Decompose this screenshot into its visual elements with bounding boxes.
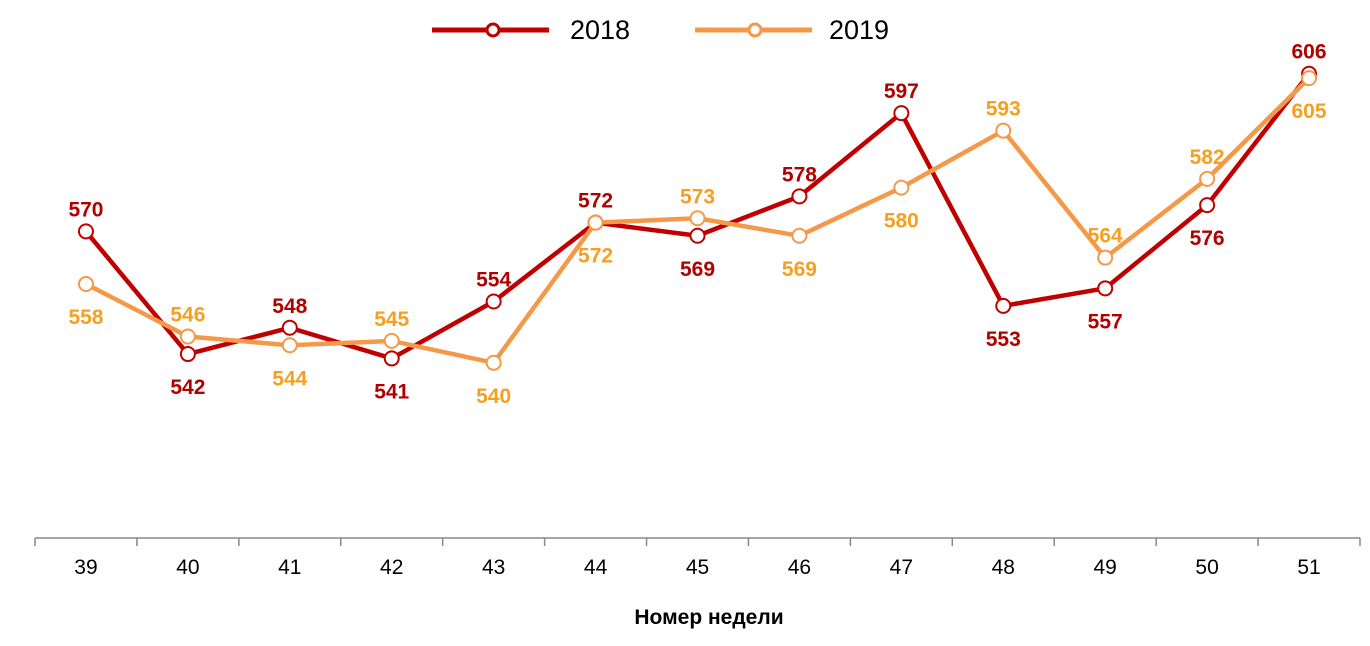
- data-point-2019: [1199, 170, 1216, 187]
- data-point-2018: [1199, 197, 1216, 214]
- data-label-2019: 569: [782, 258, 817, 281]
- x-tick-label: 45: [686, 556, 709, 579]
- series-group: 5705425485415545725695785975535575766065…: [68, 41, 1326, 408]
- data-point-2019: [485, 354, 502, 371]
- data-label-2018: 570: [68, 198, 103, 221]
- data-point-2019: [281, 337, 298, 354]
- data-point-2018: [77, 223, 94, 240]
- data-point-2019: [689, 210, 706, 227]
- data-label-2018: 578: [782, 163, 817, 186]
- data-label-2018: 569: [680, 258, 715, 281]
- data-label-2019: 558: [68, 306, 103, 329]
- data-label-2019: 572: [578, 245, 613, 268]
- legend-marker-2019: [747, 22, 763, 38]
- data-label-2019: 582: [1190, 146, 1225, 169]
- data-point-2019: [77, 275, 94, 292]
- x-tick-label: 48: [992, 556, 1015, 579]
- data-point-2018: [995, 297, 1012, 314]
- data-point-2019: [587, 214, 604, 231]
- legend: 2018 2019: [432, 15, 889, 45]
- legend-label-2018: 2018: [570, 15, 630, 45]
- x-tick-label: 40: [176, 556, 199, 579]
- data-point-2018: [893, 105, 910, 122]
- data-label-2019: 605: [1292, 100, 1327, 123]
- data-label-2019: 546: [170, 304, 205, 327]
- data-label-2018: 541: [374, 380, 409, 403]
- data-point-2018: [485, 293, 502, 310]
- data-label-2018: 557: [1088, 310, 1123, 333]
- data-label-2018: 572: [578, 190, 613, 213]
- data-point-2019: [1097, 249, 1114, 266]
- x-axis: 39 40 41 42 43 44 45 46 47 48 49 50 51: [34, 537, 1361, 579]
- series-2018: 570 542 548 541 554 572 569 578 597 553 557 576 606: [68, 41, 1326, 404]
- data-label-2019: 580: [884, 210, 919, 233]
- x-tick-label: 44: [584, 556, 608, 579]
- legend-item-2018: 2018: [432, 15, 630, 45]
- x-tick-label: 51: [1297, 556, 1320, 579]
- legend-marker-2018: [485, 22, 501, 38]
- data-label-2019: 545: [374, 308, 409, 331]
- series-2019: 558 546 544 545 540 572 573 569 580 593 564 582 605: [68, 70, 1327, 408]
- data-label-2019: 593: [986, 98, 1021, 121]
- data-label-2018: 542: [170, 376, 205, 399]
- x-tick-label: 43: [482, 556, 505, 579]
- x-axis-title: Номер недели: [634, 606, 783, 629]
- x-tick-label: 39: [74, 556, 97, 579]
- data-label-2018: 554: [476, 268, 511, 291]
- legend-label-2019: 2019: [829, 15, 889, 45]
- data-point-2018: [791, 188, 808, 205]
- data-label-2018: 576: [1190, 227, 1225, 250]
- data-label-2019: 564: [1088, 225, 1123, 248]
- data-point-2018: [281, 319, 298, 336]
- data-point-2019: [791, 227, 808, 244]
- data-point-2019: [995, 122, 1012, 139]
- data-label-2018: 548: [272, 295, 307, 318]
- data-label-2019: 573: [680, 185, 715, 208]
- x-tick-label: 42: [380, 556, 403, 579]
- data-point-2018: [383, 350, 400, 367]
- data-label-2018: 606: [1292, 41, 1327, 64]
- legend-item-2019: 2019: [695, 15, 889, 45]
- data-label-2019: 540: [476, 385, 511, 408]
- data-label-2019: 544: [272, 367, 307, 390]
- data-label-2018: 597: [884, 80, 919, 103]
- data-point-2019: [1301, 70, 1318, 87]
- x-tick-label: 49: [1094, 556, 1117, 579]
- data-point-2018: [689, 227, 706, 244]
- x-tick-label: 46: [788, 556, 811, 579]
- x-tick-label: 47: [890, 556, 913, 579]
- data-point-2018: [1097, 280, 1114, 297]
- data-point-2019: [893, 179, 910, 196]
- x-tick-label: 50: [1195, 556, 1218, 579]
- data-point-2019: [179, 328, 196, 345]
- data-point-2018: [179, 346, 196, 363]
- data-label-2018: 553: [986, 328, 1021, 351]
- x-tick-label: 41: [278, 556, 301, 579]
- data-point-2019: [383, 332, 400, 349]
